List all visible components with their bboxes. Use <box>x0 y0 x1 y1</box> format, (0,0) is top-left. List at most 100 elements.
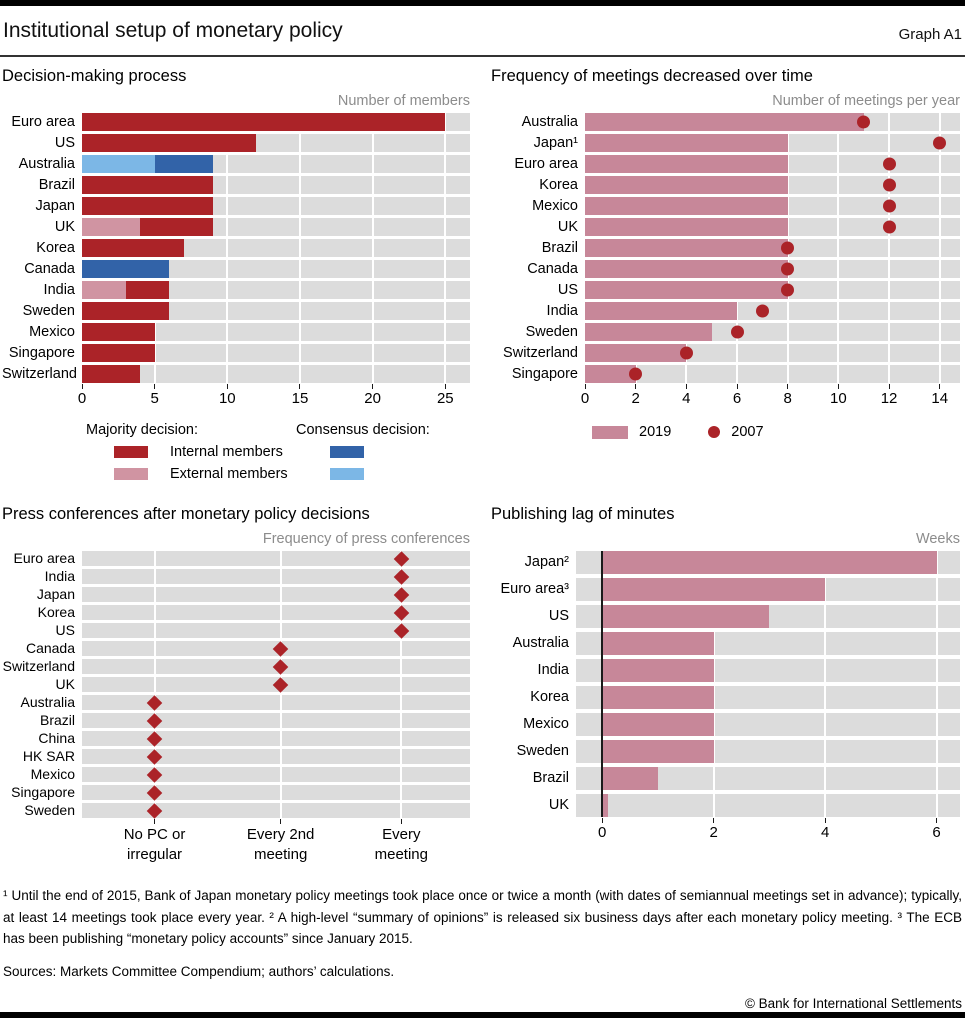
chart-row: Switzerland <box>2 365 470 383</box>
bar-segment-majority_internal <box>82 344 155 362</box>
gridline <box>712 713 715 736</box>
gridline <box>298 239 301 257</box>
axis-tick <box>824 818 826 823</box>
gridline <box>712 767 715 790</box>
row-label: India <box>44 568 75 584</box>
gridline <box>938 281 941 299</box>
row-band <box>585 260 960 278</box>
gridline <box>712 686 715 709</box>
bar-segment-majority_external <box>82 281 126 299</box>
legend-heading-consensus: Consensus decision: <box>296 422 430 438</box>
gridline <box>226 197 229 215</box>
gridline <box>400 641 403 656</box>
dot-marker-2007 <box>882 157 896 171</box>
gridline <box>824 632 827 655</box>
dot-marker-2007 <box>882 220 896 234</box>
bar-2019 <box>585 260 788 278</box>
bar-2019 <box>585 344 687 362</box>
row-band <box>576 686 960 709</box>
bottom-border-bar <box>0 1012 965 1018</box>
gridline <box>226 344 229 362</box>
row-band <box>576 551 960 574</box>
panel-publishing-lag: Publishing lag of minutes Weeks Japan² Eu… <box>482 495 965 873</box>
chart-row: UK <box>491 218 960 236</box>
x-axis: 0 5 10 15 20 25 <box>78 383 470 409</box>
gridline <box>938 155 941 173</box>
gridline <box>736 344 739 362</box>
gridline <box>226 155 229 173</box>
gridline <box>888 113 891 131</box>
chart-row: US <box>2 134 470 152</box>
chart-row: Mexico <box>2 766 470 783</box>
gridline <box>837 344 840 362</box>
gridline <box>938 239 941 257</box>
row-band <box>82 766 470 783</box>
diamond-marker <box>272 676 289 693</box>
bar-segment-majority_internal <box>82 113 446 131</box>
legend-decision: Majority decision: Consensus decision: I… <box>86 422 482 482</box>
gridline <box>786 365 789 383</box>
axis-tick <box>444 384 446 389</box>
chart-row: Japan <box>2 587 470 603</box>
bar-weeks <box>602 740 714 763</box>
axis-tick-label: 15 <box>291 390 309 407</box>
axis-tick-label: 20 <box>364 390 381 407</box>
gridline <box>153 344 156 362</box>
bar-segment-majority_external <box>82 218 141 236</box>
row-label: Australia <box>18 156 75 172</box>
row-label: UK <box>54 219 75 235</box>
chart-row: US <box>2 623 470 639</box>
axis-tick-label: 0 <box>580 390 590 407</box>
panel-title: Publishing lag of minutes <box>491 505 675 523</box>
bar-segment-consensus_internal <box>154 155 213 173</box>
chart-row: Brazil <box>491 239 960 257</box>
legend-label: Internal members <box>170 444 283 460</box>
gridline <box>279 623 282 638</box>
gridline <box>837 197 840 215</box>
gridline <box>444 302 447 320</box>
gridline <box>444 260 447 278</box>
row-band <box>82 640 470 657</box>
gridline <box>888 260 891 278</box>
gridline <box>938 218 941 236</box>
axis-tick <box>154 819 156 824</box>
gridline <box>400 659 403 674</box>
gridline <box>837 260 840 278</box>
gridline <box>371 260 374 278</box>
diamond-marker <box>272 640 289 657</box>
chart-row: Sweden <box>491 323 960 341</box>
bar-weeks <box>602 659 714 682</box>
gridline <box>400 695 403 710</box>
footnotes: ¹ Until the end of 2015, Bank of Japan m… <box>3 888 962 946</box>
gridline <box>837 302 840 320</box>
axis-tick <box>372 384 374 389</box>
panel-meeting-frequency: Frequency of meetings decreased over tim… <box>482 57 965 495</box>
legend-label-2019: 2019 <box>639 424 672 440</box>
row-band <box>82 134 470 152</box>
gridline <box>279 713 282 728</box>
row-band <box>576 659 960 682</box>
row-band <box>82 176 470 194</box>
bar-2019 <box>585 197 788 215</box>
row-band <box>82 730 470 747</box>
gridline <box>153 323 156 341</box>
dot-marker-2007 <box>781 241 795 255</box>
gridline <box>279 785 282 800</box>
axis-tick-label: 0 <box>77 390 87 407</box>
bar-chart-weeks: Japan² Euro area³ US Australia India Korea Mex… <box>491 551 960 817</box>
x-axis: 0 2 4 6 <box>576 817 960 843</box>
gridline <box>837 218 840 236</box>
dot-marker-2007 <box>679 346 693 360</box>
chart-row: India <box>2 568 470 585</box>
bar-segment-majority_internal <box>140 218 213 236</box>
row-label: Korea <box>539 177 578 193</box>
row-label: Switzerland <box>2 658 75 674</box>
gridline <box>938 344 941 362</box>
gridline <box>371 323 374 341</box>
row-band <box>576 578 960 601</box>
diamond-marker <box>146 694 163 711</box>
row-band <box>82 604 470 621</box>
gridline <box>226 218 229 236</box>
gridline <box>736 365 739 383</box>
gridline <box>786 302 789 320</box>
